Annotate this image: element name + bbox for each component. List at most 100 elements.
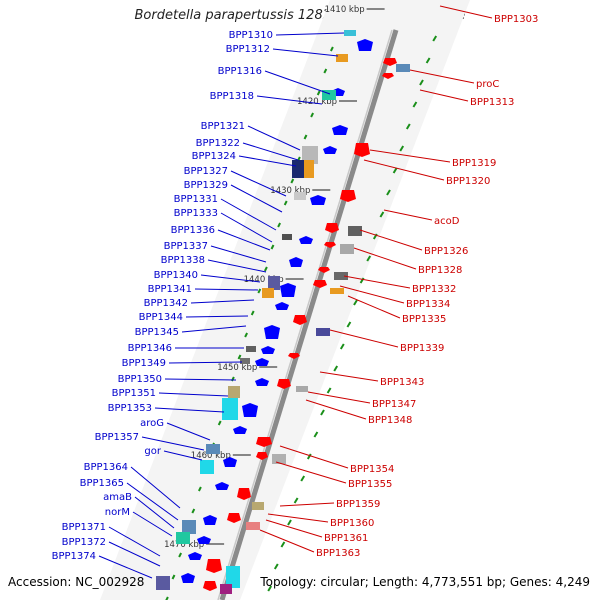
left-leader-line bbox=[163, 450, 203, 461]
gene-box bbox=[240, 358, 250, 364]
right-leader-line bbox=[279, 445, 349, 469]
left-gene-label: amaB bbox=[103, 492, 132, 503]
right-gene-label: BPP1347 bbox=[372, 399, 416, 410]
reverse-gene bbox=[324, 242, 336, 248]
left-leader-line bbox=[207, 259, 267, 273]
right-leader-line bbox=[353, 247, 417, 270]
left-leader-line bbox=[200, 274, 261, 283]
track-tick bbox=[399, 145, 405, 152]
track-tick bbox=[273, 563, 279, 570]
reverse-gene bbox=[256, 437, 272, 447]
track-tick bbox=[306, 453, 312, 460]
gene-box bbox=[246, 346, 256, 352]
scale-label: 1460 kbp bbox=[191, 451, 231, 461]
left-gene-label: BPP1324 bbox=[192, 151, 236, 162]
forward-gene bbox=[261, 346, 275, 354]
left-gene-label: BPP1357 bbox=[95, 432, 139, 443]
gene-box bbox=[322, 90, 336, 100]
reverse-gene bbox=[237, 488, 251, 500]
right-gene-label: BPP1303 bbox=[494, 14, 538, 25]
forward-gene bbox=[215, 482, 229, 490]
gene-box bbox=[206, 444, 220, 454]
gene-box bbox=[304, 160, 314, 178]
left-leader-line bbox=[166, 422, 211, 441]
right-gene-label: BPP1319 bbox=[452, 158, 496, 169]
gene-box bbox=[222, 398, 238, 420]
right-gene-label: BPP1348 bbox=[368, 415, 412, 426]
left-leader-line bbox=[190, 299, 255, 304]
track-tick bbox=[353, 299, 358, 306]
gene-box bbox=[220, 584, 232, 594]
left-gene-label: BPP1345 bbox=[135, 327, 179, 338]
gene-box bbox=[348, 226, 362, 236]
left-gene-label: BPP1364 bbox=[84, 462, 128, 473]
gene-box bbox=[282, 234, 292, 240]
left-leader-line bbox=[181, 325, 247, 333]
reverse-gene bbox=[206, 559, 222, 573]
left-gene-label: BPP1346 bbox=[128, 343, 172, 354]
left-leader-line bbox=[264, 70, 331, 95]
forward-gene bbox=[197, 536, 211, 544]
right-leader-line bbox=[259, 529, 315, 553]
track-shade bbox=[100, 0, 470, 600]
left-gene-label: BPP1349 bbox=[122, 358, 166, 369]
track-tick bbox=[237, 354, 242, 360]
reverse-gene bbox=[227, 513, 241, 523]
left-leader-line bbox=[154, 407, 225, 413]
gene-box bbox=[268, 276, 280, 290]
forward-gene bbox=[275, 302, 289, 310]
left-gene-label: BPP1329 bbox=[184, 180, 228, 191]
track-tick bbox=[419, 79, 424, 86]
left-gene-label: BPP1351 bbox=[112, 388, 156, 399]
left-leader-line bbox=[194, 288, 259, 291]
right-gene-label: BPP1332 bbox=[412, 284, 456, 295]
track-tick bbox=[290, 178, 295, 184]
left-gene-label: BPP1321 bbox=[201, 121, 245, 132]
left-gene-label: BPP1338 bbox=[161, 255, 205, 266]
track-tick bbox=[165, 596, 169, 600]
forward-gene bbox=[299, 236, 313, 244]
track-tick bbox=[217, 420, 222, 426]
right-leader-line bbox=[359, 229, 423, 251]
track-tick bbox=[323, 68, 328, 74]
left-leader-line bbox=[108, 541, 161, 567]
right-gene-label: acoD bbox=[434, 216, 460, 227]
genome-backbone bbox=[219, 29, 399, 600]
track-tick bbox=[366, 255, 372, 262]
gene-box bbox=[272, 454, 286, 464]
right-gene-label: proC bbox=[476, 79, 499, 90]
right-gene-label: BPP1359 bbox=[336, 499, 380, 510]
left-leader-line bbox=[158, 392, 229, 397]
track-tick bbox=[392, 167, 398, 174]
left-gene-label: BPP1374 bbox=[52, 551, 96, 562]
track-tick bbox=[171, 574, 176, 580]
track-tick bbox=[313, 431, 319, 438]
left-leader-line bbox=[130, 466, 181, 509]
gene-box bbox=[302, 146, 318, 164]
track-tick bbox=[198, 486, 202, 492]
left-gene-label: BPP1312 bbox=[226, 44, 270, 55]
forward-gene bbox=[255, 378, 269, 386]
right-gene-label: BPP1339 bbox=[400, 343, 444, 354]
left-leader-line bbox=[220, 198, 277, 231]
left-gene-label: BPP1371 bbox=[62, 522, 106, 533]
forward-gene bbox=[332, 125, 348, 135]
scale-label: 1470 kbp bbox=[164, 540, 204, 550]
gene-box bbox=[316, 328, 330, 336]
reverse-gene bbox=[318, 267, 330, 273]
reverse-gene bbox=[288, 353, 300, 359]
track-tick bbox=[405, 123, 411, 130]
scale-label: 1430 kbp bbox=[270, 186, 310, 196]
left-leader-line bbox=[272, 48, 339, 57]
right-gene-label: BPP1361 bbox=[324, 533, 368, 544]
track-tick bbox=[277, 222, 281, 228]
forward-gene bbox=[181, 573, 195, 583]
right-leader-line bbox=[339, 285, 405, 304]
left-leader-line bbox=[98, 555, 153, 579]
right-gene-label: BPP1313 bbox=[470, 97, 514, 108]
right-gene-label: BPP1335 bbox=[402, 314, 446, 325]
left-leader-line bbox=[132, 511, 173, 537]
scale-label: 1420 kbp bbox=[297, 97, 337, 107]
track-tick bbox=[330, 46, 334, 52]
right-gene-label: BPP1355 bbox=[348, 479, 392, 490]
